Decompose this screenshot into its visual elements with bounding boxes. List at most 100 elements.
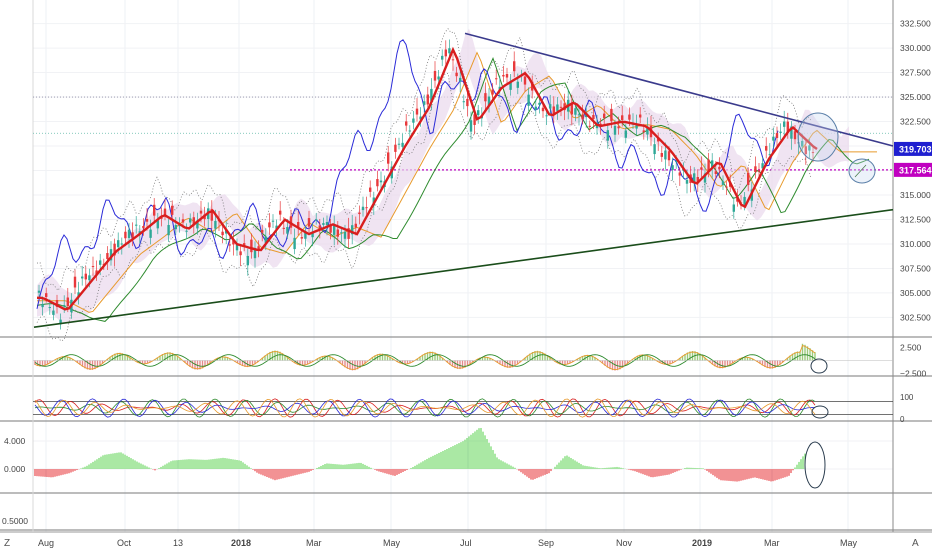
highlight-circle: [804, 441, 826, 489]
corner-label-right[interactable]: A: [912, 538, 919, 549]
candle-body: [120, 243, 123, 245]
candle-body: [703, 173, 707, 183]
osc2-line: [34, 398, 816, 418]
x-tick-label: 2018: [231, 538, 251, 548]
x-tick-label: Oct: [117, 538, 132, 548]
candle-body: [95, 270, 98, 275]
y-tick-label: 330.000: [900, 43, 931, 53]
candle-body: [513, 61, 516, 72]
candle-body: [545, 115, 548, 117]
upper-envelope: [36, 28, 812, 292]
candle-body: [91, 266, 95, 268]
candle-body: [81, 276, 84, 279]
candle-body: [639, 114, 642, 118]
candle-body: [343, 231, 347, 239]
candle-body: [293, 237, 296, 250]
candle-body: [131, 232, 134, 238]
kijun-line: [37, 46, 818, 311]
candle-body: [311, 232, 314, 238]
x-tick-label: May: [840, 538, 858, 548]
candle-body: [646, 126, 649, 135]
corner-label-left[interactable]: Z: [4, 538, 10, 549]
candle-body: [250, 239, 253, 253]
candle-body: [271, 220, 275, 222]
osc1-tick-label: 2.500: [900, 342, 922, 352]
candle-body: [430, 88, 433, 102]
candle-body: [174, 225, 177, 230]
candle-body: [757, 170, 761, 172]
osc2-tick-label: 0: [900, 415, 905, 424]
candle-body: [73, 276, 77, 288]
candle-body: [783, 121, 786, 127]
candle-body: [559, 106, 563, 108]
candle-body: [570, 102, 573, 115]
candle-body: [59, 319, 62, 325]
candle-body: [318, 225, 321, 229]
candle-body: [297, 221, 300, 229]
candle-body: [66, 297, 69, 307]
candle-body: [804, 146, 807, 155]
x-tick-label: 2019: [692, 538, 712, 548]
momentum-tick-label: 0.000: [4, 464, 26, 474]
candle-body: [315, 219, 318, 221]
candle-body: [358, 212, 361, 215]
candle-body: [509, 81, 512, 90]
candle-body: [239, 251, 242, 256]
candle-body: [603, 113, 606, 119]
candle-body: [491, 89, 494, 95]
osc1-signal: [34, 344, 816, 370]
candle-body: [538, 102, 541, 105]
candle-body: [246, 255, 249, 266]
candle-body: [484, 93, 487, 102]
candle-body: [577, 114, 581, 116]
level-marker-label: 317.564: [899, 165, 932, 175]
candle-body: [621, 115, 624, 120]
candle-body: [142, 225, 145, 229]
candle-body: [214, 220, 217, 229]
candle-body: [786, 121, 789, 133]
candle-body: [527, 94, 530, 106]
candle-body: [714, 171, 717, 174]
candle-body: [99, 260, 102, 265]
candle-body: [505, 74, 509, 78]
candle-body: [552, 106, 555, 115]
candle-body: [167, 224, 170, 236]
x-tick-label: Nov: [616, 538, 633, 548]
candle-body: [351, 225, 354, 235]
candle-body: [549, 104, 552, 109]
candle-body: [768, 154, 771, 156]
bottom-tick-label: 0.5000: [2, 516, 28, 526]
x-tick-label: Sep: [538, 538, 554, 548]
candle-body: [423, 101, 426, 105]
candle-body: [171, 205, 174, 215]
candle-body: [635, 125, 638, 129]
candle-body: [693, 173, 696, 183]
candle-body: [808, 145, 811, 151]
candle-body: [610, 108, 613, 122]
candle-body: [286, 227, 289, 234]
candle-body: [700, 167, 703, 170]
candle-body: [433, 70, 437, 81]
candle-body: [253, 247, 257, 259]
candle-body: [124, 231, 127, 239]
candle-body: [459, 77, 462, 82]
candle-body: [235, 243, 239, 251]
candle-body: [664, 150, 667, 160]
candle-body: [340, 232, 343, 234]
candle-body: [369, 187, 372, 192]
candle-body: [466, 98, 469, 107]
candle-body: [365, 207, 368, 209]
data-layer: [33, 28, 894, 489]
candle-body: [300, 237, 303, 239]
candle-body: [743, 196, 746, 205]
candle-body: [696, 177, 699, 183]
candle-body: [405, 121, 408, 126]
candle-body: [232, 240, 235, 245]
y-tick-label: 312.500: [900, 214, 931, 224]
candle-body: [455, 72, 458, 77]
candle-body: [109, 249, 113, 261]
candle-body: [88, 275, 91, 281]
candle-body: [196, 220, 199, 229]
candle-body: [149, 229, 152, 238]
